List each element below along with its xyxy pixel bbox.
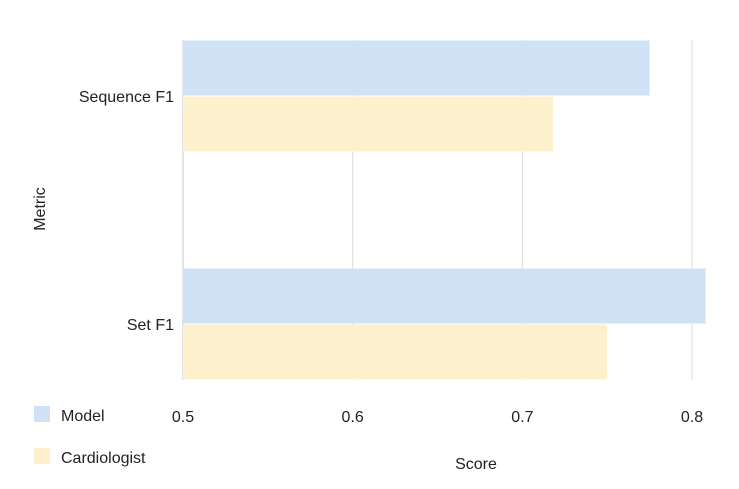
x-axis-title: Score (455, 456, 497, 473)
legend: Model Cardiologist (34, 406, 146, 467)
x-tick-label: 0.7 (511, 409, 533, 426)
legend-swatch-model (34, 406, 50, 422)
x-tick-labels: 0.5 0.6 0.7 0.8 (172, 409, 703, 426)
x-tick-label: 0.5 (172, 409, 194, 426)
x-tick-label: 0.8 (681, 409, 703, 426)
y-tick-label: Sequence F1 (79, 89, 174, 106)
y-tick-label: Set F1 (127, 317, 174, 334)
bar-cardiologist-sequence-f1 (183, 96, 553, 152)
bars (183, 40, 706, 380)
y-tick-labels: Sequence F1 Set F1 (79, 89, 174, 334)
legend-swatch-cardiologist (34, 448, 50, 464)
bar-cardiologist-set-f1 (183, 324, 608, 380)
bar-model-set-f1 (183, 268, 706, 324)
legend-label-model: Model (61, 408, 105, 425)
bar-model-sequence-f1 (183, 40, 650, 96)
x-tick-label: 0.6 (342, 409, 364, 426)
legend-label-cardiologist: Cardiologist (61, 450, 146, 467)
y-axis-title: Metric (32, 187, 49, 231)
